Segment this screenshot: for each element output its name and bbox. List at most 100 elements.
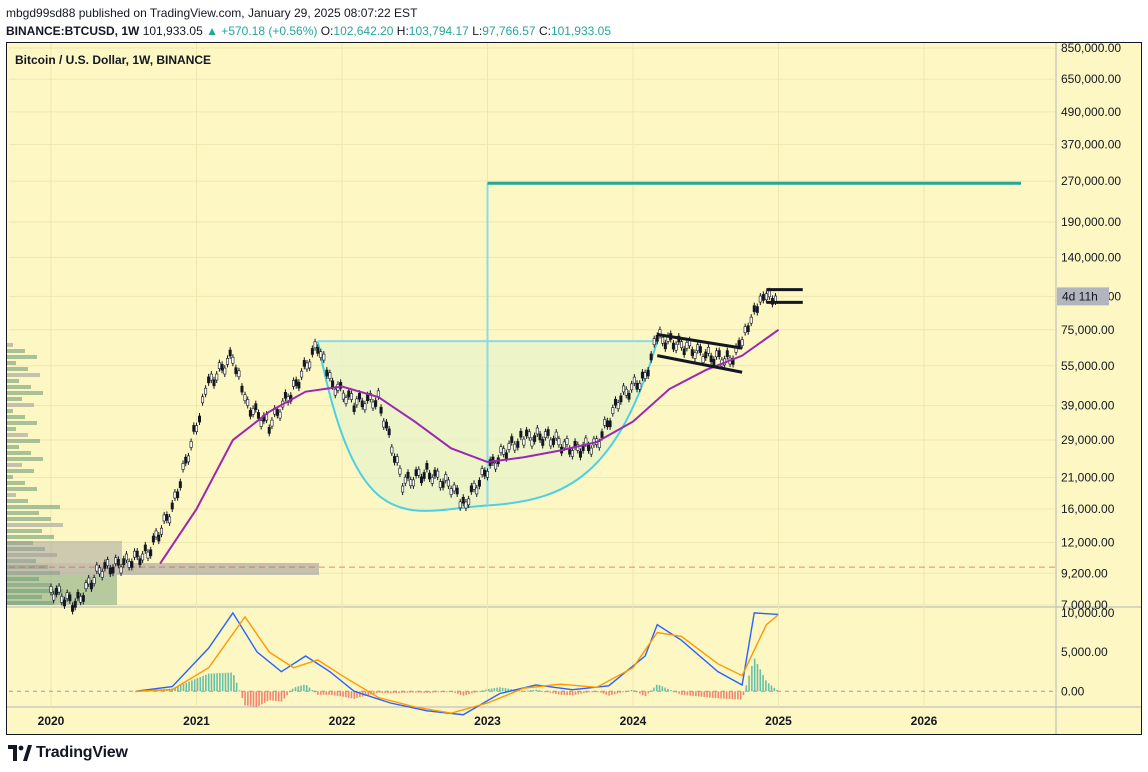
low-label: L: [472, 24, 483, 38]
candle-body [114, 557, 118, 564]
macd-histogram-bar [395, 691, 398, 694]
volume-profile-bar [7, 499, 28, 503]
candle-body [740, 339, 744, 346]
candle-body [632, 376, 636, 384]
signal-line [135, 613, 779, 714]
macd-histogram-bar [485, 689, 487, 692]
candle-body [347, 390, 351, 398]
candle-body [297, 381, 301, 389]
candle-body [533, 435, 537, 442]
macd-histogram-bar [182, 683, 185, 692]
macd-histogram-bar [398, 691, 400, 694]
candle-body [712, 358, 716, 366]
volume-profile-bar [7, 349, 25, 353]
candle-body [100, 571, 104, 578]
macd-histogram-bar [518, 690, 521, 692]
macd-histogram-bar [695, 691, 697, 697]
volume-profile-bar [7, 475, 13, 479]
candle-body [355, 398, 359, 406]
candle-body [690, 349, 694, 356]
volume-profile-bar [7, 367, 28, 371]
macd-histogram-bar [510, 689, 512, 692]
candle-body [696, 344, 700, 352]
candle-body [81, 595, 85, 602]
macd-histogram-bar [597, 691, 599, 693]
macd-histogram-bar [527, 690, 529, 692]
macd-histogram-bar [339, 691, 342, 697]
candle-body [472, 483, 476, 490]
candle-body [749, 316, 753, 324]
flag-bottom-line [656, 354, 743, 374]
candle-body [302, 360, 306, 367]
price-axis-label: 7,000.00 [1061, 598, 1108, 612]
macd-histogram-bar [445, 691, 448, 693]
candle-body [403, 476, 407, 484]
macd-histogram-bar [230, 672, 232, 692]
candle-body [122, 558, 126, 565]
close-value: 101,933.05 [550, 24, 612, 38]
time-axis-label: 2023 [474, 714, 501, 728]
macd-histogram-bar [350, 691, 353, 699]
volume-profile-bar [7, 481, 25, 485]
candle-body [704, 351, 708, 359]
candle-body [709, 355, 713, 363]
candle-body [149, 549, 153, 557]
macd-histogram-bar [535, 689, 538, 692]
macd-histogram-bar [249, 691, 252, 707]
candle-body [278, 411, 282, 419]
candle-body [176, 491, 180, 499]
macd-histogram-bar [431, 691, 434, 693]
macd-histogram-bar [734, 691, 736, 700]
candle-body [124, 553, 128, 561]
macd-histogram-bar [580, 691, 582, 694]
macd-histogram-bar [437, 691, 440, 693]
macd-histogram-bar [202, 675, 204, 692]
volume-profile-bar [7, 493, 16, 497]
macd-histogram-bar [605, 691, 608, 695]
macd-histogram-bar [599, 691, 602, 693]
candle-body [522, 438, 526, 446]
close-label: C: [538, 24, 551, 38]
macd-histogram-bar [591, 691, 594, 693]
macd-histogram-bar [566, 691, 568, 696]
candle-body [352, 405, 356, 413]
candle-body [535, 427, 539, 435]
macd-histogram-bar [224, 672, 227, 692]
candle-body [371, 401, 375, 409]
macd-histogram-bar [681, 691, 683, 695]
macd-histogram-bar [266, 691, 269, 702]
candle-body [308, 361, 312, 369]
candle-body [635, 382, 639, 390]
tradingview-logo-icon [8, 745, 32, 761]
candle-body [458, 501, 462, 509]
volume-profile-bar [7, 403, 34, 407]
chart-frame[interactable]: 850,000.00 650,000.00 490,000.00 370,000.00… [6, 42, 1142, 735]
candle-body [655, 335, 659, 342]
macd-histogram-bar [381, 691, 384, 693]
candle-body [513, 443, 517, 451]
candle-body [209, 373, 213, 381]
candle-body [480, 468, 484, 475]
macd-histogram-bar [773, 687, 776, 692]
candle-body [519, 430, 523, 438]
macd-histogram-bar [412, 691, 414, 693]
candle-body [417, 468, 421, 476]
candle-body [461, 496, 465, 504]
candle-body [267, 427, 271, 434]
candle-body [168, 516, 172, 524]
macd-histogram-bar [135, 691, 137, 693]
macd-histogram-bar [552, 691, 554, 694]
macd-histogram-bar [359, 691, 361, 698]
macd-histogram-bar [345, 691, 347, 698]
candle-body [715, 350, 719, 358]
macd-histogram-bar [507, 688, 510, 692]
candle-body [685, 342, 689, 349]
candle-body [525, 429, 529, 437]
macd-histogram-bar [210, 673, 213, 692]
candle-body [608, 420, 612, 428]
candle-body [589, 447, 593, 455]
macd-histogram-bar [723, 691, 725, 699]
chart-canvas[interactable]: 850,000.00 650,000.00 490,000.00 370,000.00… [7, 43, 1142, 735]
macd-histogram-bar [583, 691, 585, 694]
macd-histogram-bar [563, 691, 566, 695]
